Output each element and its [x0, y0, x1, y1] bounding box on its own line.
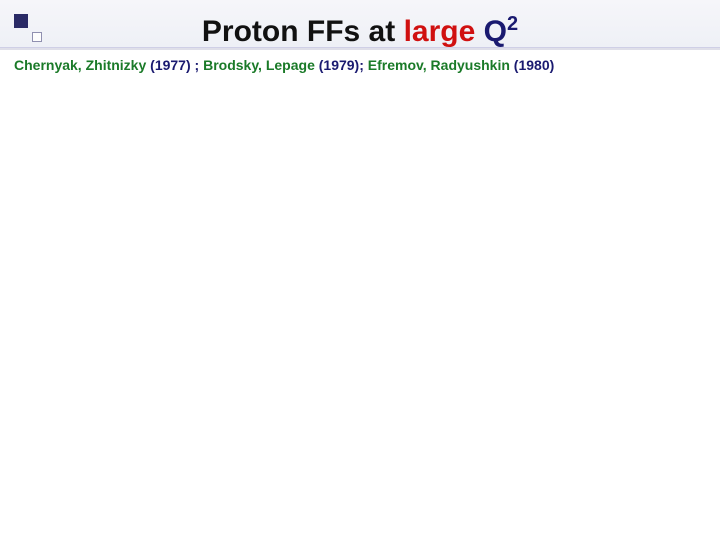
slide-title: Proton FFs at large Q2 [0, 6, 720, 50]
ref-a-authors: Chernyak, Zhitnizky [14, 57, 146, 73]
ref-sep-1: ; [195, 57, 204, 73]
ref-b-year: (1979) [315, 57, 359, 73]
ref-b-authors: Brodsky, Lepage [203, 57, 315, 73]
references-line: Chernyak, Zhitnizky (1977) ; Brodsky, Le… [14, 56, 706, 74]
slide: Proton FFs at large Q2 Chernyak, Zhitniz… [0, 0, 720, 540]
title-text-pre: Proton FFs at [202, 15, 404, 48]
ref-c-year: (1980) [510, 57, 554, 73]
title-text-q: Q [475, 15, 507, 48]
title-text-sup: 2 [507, 13, 518, 35]
title-text-emph: large [404, 15, 476, 48]
ref-a-year: (1977) [146, 57, 194, 73]
header-area: Proton FFs at large Q2 [0, 0, 720, 54]
ref-sep-2: ; [359, 57, 368, 73]
ref-c-authors: Efremov, Radyushkin [368, 57, 510, 73]
